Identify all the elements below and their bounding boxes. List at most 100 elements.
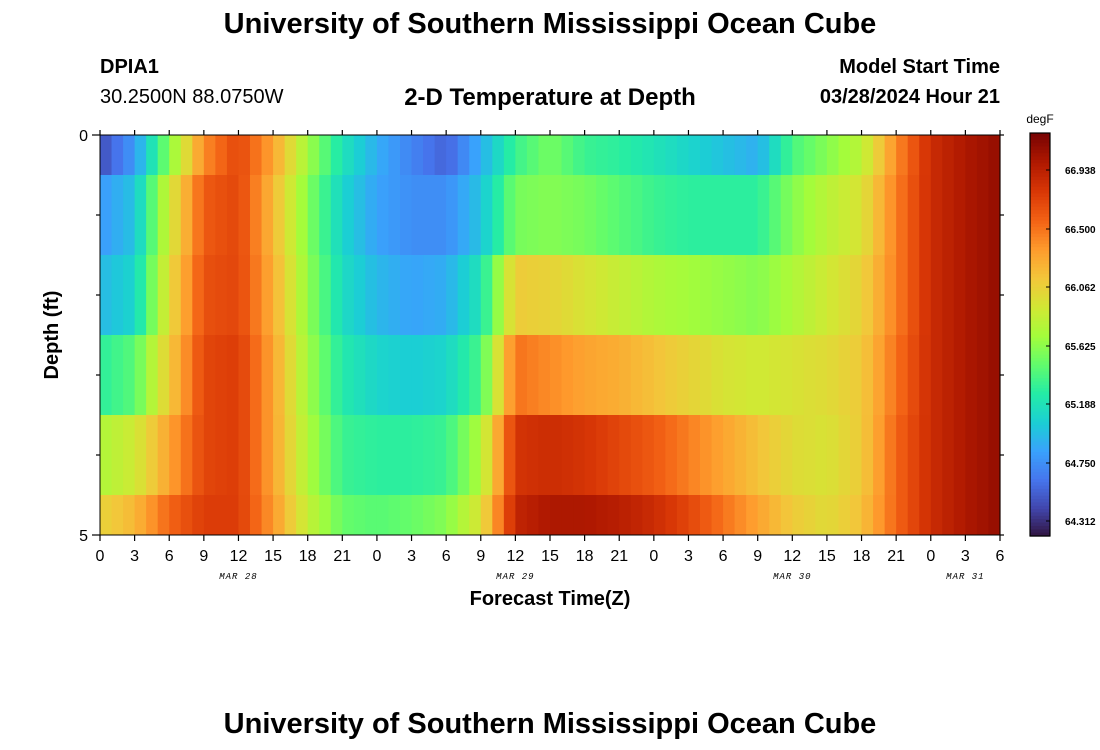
heatmap-cell: [203, 335, 216, 415]
heatmap-cell: [434, 255, 447, 335]
colorbar-segment: [1030, 176, 1050, 181]
heatmap-cell: [630, 415, 643, 495]
heatmap-cell: [653, 495, 666, 535]
heatmap-cell: [838, 495, 851, 535]
colorbar-segment: [1030, 247, 1050, 252]
heatmap-cell: [734, 255, 747, 335]
colorbar-segment: [1030, 532, 1050, 537]
heatmap-cell: [780, 255, 793, 335]
heatmap-cell: [584, 495, 597, 535]
colorbar-segment: [1030, 509, 1050, 514]
heatmap-cell: [146, 495, 159, 535]
colorbar: degF 66.938 66.500 66.062 65.625 65.188 64.750…: [1026, 112, 1096, 537]
colorbar-segment: [1030, 515, 1050, 520]
heatmap-cell: [538, 335, 551, 415]
heatmap-cell: [203, 175, 216, 255]
heatmap-cell: [157, 415, 170, 495]
colorbar-segment: [1030, 159, 1050, 164]
colorbar-segment: [1030, 324, 1050, 329]
heatmap-cell: [434, 135, 447, 175]
heatmap-cell: [942, 255, 955, 335]
heatmap-cell: [826, 255, 840, 335]
heatmap-cell: [284, 335, 297, 415]
heatmap-cell: [400, 415, 413, 495]
heatmap-cell: [215, 255, 228, 335]
x-tick-label: 12: [506, 548, 524, 565]
heatmap-cell: [157, 495, 170, 535]
colorbar-segment: [1030, 522, 1050, 527]
heatmap-cell: [400, 135, 413, 175]
x-tick-label: 3: [130, 548, 139, 565]
heatmap-cell: [111, 415, 124, 495]
colorbar-segment: [1030, 200, 1050, 205]
heatmap-cell: [734, 415, 747, 495]
heatmap-cell: [919, 415, 932, 495]
heatmap-cell: [942, 335, 955, 415]
heatmap-cell: [226, 175, 240, 255]
heatmap-cell: [896, 495, 909, 535]
colorbar-segment: [1030, 525, 1050, 530]
colorbar-segment: [1030, 428, 1050, 433]
heatmap-cell: [619, 135, 632, 175]
heatmap-cell: [976, 335, 990, 415]
heatmap-cell: [630, 175, 643, 255]
x-tick-label: 12: [230, 548, 248, 565]
heatmap-cell: [192, 335, 205, 415]
bottom-title: University of Southern Mississippi Ocean…: [223, 708, 877, 740]
heatmap-cell: [526, 415, 540, 495]
heatmap-cell: [526, 495, 540, 535]
x-tick-label: 0: [649, 548, 658, 565]
station-id: DPIA1: [100, 56, 159, 78]
heatmap-cell: [203, 495, 216, 535]
heatmap-cell: [607, 135, 620, 175]
heatmap-cell: [873, 135, 886, 175]
heatmap-cell: [376, 175, 390, 255]
heatmap-cell: [146, 175, 159, 255]
heatmap-cell: [134, 415, 147, 495]
colorbar-segment: [1030, 284, 1050, 289]
colorbar-segment: [1030, 529, 1050, 534]
colorbar-segment: [1030, 193, 1050, 198]
heatmap-cell: [134, 255, 147, 335]
heatmap-cell: [538, 175, 551, 255]
heatmap-cell: [469, 175, 482, 255]
heatmap-cell: [873, 495, 886, 535]
heatmap-cell: [503, 255, 516, 335]
colorbar-segment: [1030, 441, 1050, 446]
heatmap-cell: [400, 335, 413, 415]
heatmap-cell: [550, 255, 563, 335]
heatmap-cell: [965, 415, 978, 495]
colorbar-segment: [1030, 448, 1050, 453]
heatmap-cell: [388, 335, 401, 415]
x-tick-label: 15: [818, 548, 836, 565]
heatmap-cell: [492, 495, 505, 535]
heatmap-cell: [734, 335, 747, 415]
heatmap-cell: [803, 415, 816, 495]
heatmap-cell: [746, 175, 759, 255]
heatmap-cell: [907, 495, 920, 535]
colorbar-segment: [1030, 136, 1050, 141]
heatmap-cell: [238, 135, 251, 175]
heatmap-cell: [180, 335, 193, 415]
heatmap-cell: [480, 415, 493, 495]
heatmap-cell: [930, 415, 943, 495]
heatmap-cell: [688, 175, 701, 255]
heatmap-cell: [607, 495, 620, 535]
heatmap-cell: [769, 495, 782, 535]
x-tick-label: 21: [887, 548, 905, 565]
heatmap-cell: [100, 495, 113, 535]
heatmap-cell: [653, 335, 666, 415]
heatmap-cell: [365, 175, 378, 255]
heatmap-cell: [526, 135, 540, 175]
colorbar-segment: [1030, 438, 1050, 443]
x-tick-label: 9: [199, 548, 208, 565]
heatmap-cell: [492, 415, 505, 495]
heatmap-cell: [815, 495, 828, 535]
colorbar-segment: [1030, 133, 1050, 137]
heatmap-cell: [446, 415, 459, 495]
heatmap-cell: [746, 495, 759, 535]
colorbar-segment: [1030, 347, 1050, 352]
heatmap-cell: [607, 255, 620, 335]
heatmap-cell: [642, 415, 655, 495]
heatmap-cell: [861, 135, 874, 175]
